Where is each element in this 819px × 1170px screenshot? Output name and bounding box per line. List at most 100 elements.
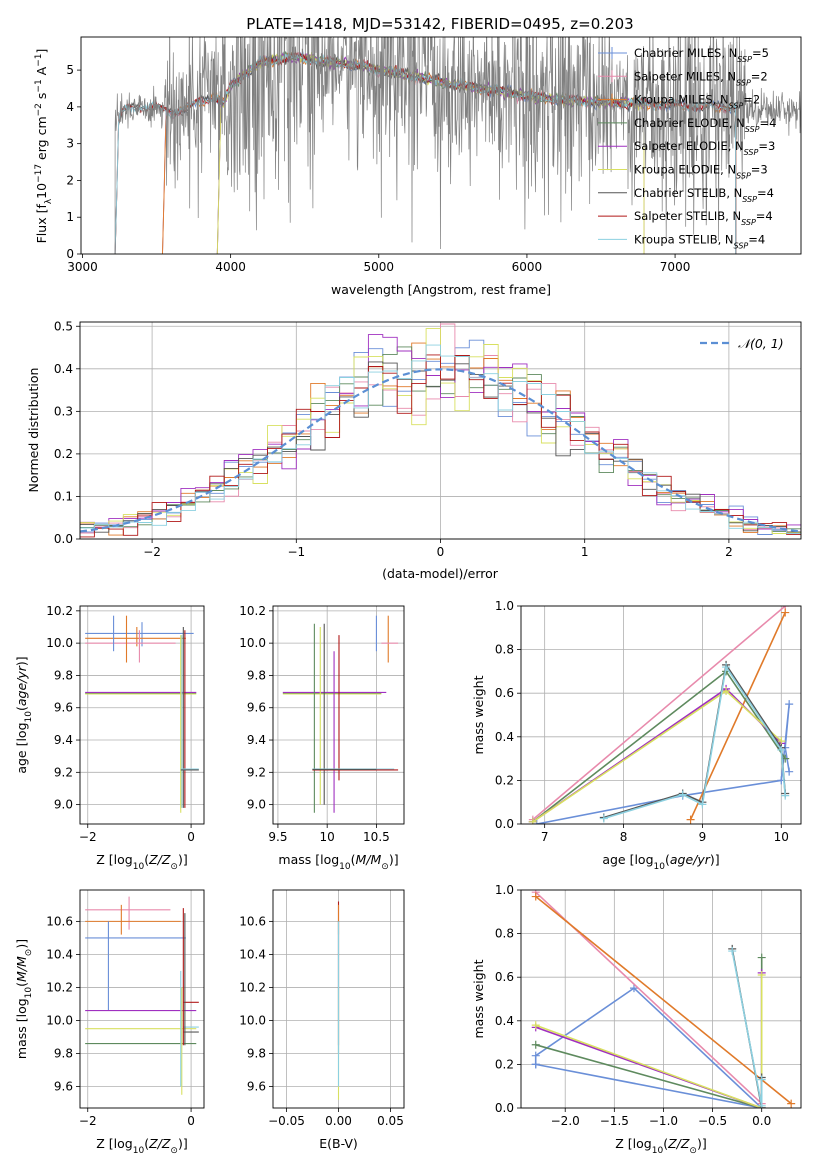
legend-sub: SSP xyxy=(729,101,744,110)
label-part: λ xyxy=(44,198,54,204)
x-tick-label: 4000 xyxy=(215,260,246,274)
label-part: mass [log xyxy=(278,852,339,867)
y-tick-label: 1.0 xyxy=(495,883,514,897)
y-tick-label: 0.1 xyxy=(54,489,73,503)
label-part: M/M xyxy=(356,852,382,867)
weight-marker xyxy=(698,800,707,809)
weight-marker xyxy=(686,815,695,824)
x-tick-label: 8 xyxy=(620,830,628,844)
label-part: )] xyxy=(178,852,188,867)
x-tick-label: 7000 xyxy=(660,260,691,274)
y-axis-label: age [log10(age/yr)] xyxy=(14,656,34,773)
label-part: −1 xyxy=(34,79,44,92)
y-tick-label: 10.0 xyxy=(239,636,266,650)
y-tick-label: 9.0 xyxy=(247,798,266,812)
y-axis-label: Flux [fλ10−17 erg cm−2 s−1 A−1] xyxy=(34,49,54,244)
x-tick-label: 0 xyxy=(187,1114,195,1128)
x-tick-label: 5000 xyxy=(364,260,395,274)
legend-text: Salpeter MILES, N xyxy=(634,69,736,83)
label-part: M/M xyxy=(14,956,29,982)
label-part: Z [log xyxy=(96,1136,132,1151)
x-tick-label: 9 xyxy=(699,830,707,844)
weight-line xyxy=(603,664,786,820)
x-tick-label: 2 xyxy=(725,545,733,559)
data-spectrum-line xyxy=(114,37,801,254)
label-part: ( xyxy=(351,852,356,867)
label-part: ( xyxy=(663,1136,668,1151)
y-tick-label: 10.0 xyxy=(239,1013,266,1027)
weight-line xyxy=(536,704,790,824)
label-part: mass weight xyxy=(471,675,486,754)
y-axis-label: mass weight xyxy=(471,675,486,754)
x-axis-label: Z [log10(Z/Z⊙)] xyxy=(96,1136,187,1156)
weight-marker xyxy=(757,953,766,962)
label-part: ( xyxy=(665,852,670,867)
y-tick-label: 10.2 xyxy=(46,604,73,618)
legend-sub: SSP xyxy=(744,148,759,157)
label-part: ⊙ xyxy=(170,1146,178,1156)
label-part: age [log xyxy=(602,852,653,867)
label-part: )] xyxy=(14,939,29,949)
x-axis-label: E(B-V) xyxy=(319,1136,358,1151)
legend-label: Chabrier STELIB, NSSP=4 xyxy=(634,186,774,204)
weight-marker xyxy=(531,1051,540,1060)
label-part: Normed distribution xyxy=(26,368,41,493)
y-tick-label: 9.6 xyxy=(54,701,73,715)
y-tick-label: 10.2 xyxy=(239,980,266,994)
label-part: 10 xyxy=(133,1146,145,1156)
gaussian-curve xyxy=(80,368,801,533)
legend-eq: =4 xyxy=(756,209,773,223)
weight-marker xyxy=(531,892,540,901)
x-axis-label: wavelength [Angstrom, rest frame] xyxy=(331,282,551,297)
x-tick-label: −2 xyxy=(79,830,97,844)
label-part: 10 xyxy=(654,862,666,872)
legend-eq: =2 xyxy=(751,69,768,83)
y-tick-label: 10.0 xyxy=(46,636,73,650)
panel-age_vs_Z: −2 09.09.29.49.69.810.010.2Z [log10(Z/Z⊙)… xyxy=(14,604,205,872)
x-tick-label: 6000 xyxy=(512,260,543,274)
label-part: 10 xyxy=(339,862,351,872)
weight-marker xyxy=(785,767,794,776)
weight-marker xyxy=(777,745,786,754)
plot-area xyxy=(85,615,199,813)
y-tick-label: 0.0 xyxy=(54,532,73,546)
legend-eq: =4 xyxy=(760,116,777,130)
legend-eq: =4 xyxy=(748,232,765,246)
y-tick-label: 9.0 xyxy=(54,798,73,812)
label-part: ⊙ xyxy=(381,862,389,872)
weight-marker xyxy=(722,687,731,696)
weight-line xyxy=(731,950,763,1106)
label-part: ( xyxy=(14,982,29,987)
y-tick-label: 10.2 xyxy=(239,604,266,618)
label-part: wavelength [Angstrom, rest frame] xyxy=(331,282,551,297)
y-tick-label: 0.2 xyxy=(54,447,73,461)
label-part: Z/Z xyxy=(148,1136,171,1151)
plot-area xyxy=(528,606,794,824)
x-tick-label: −1 xyxy=(287,545,305,559)
legend-sub: SSP xyxy=(736,78,751,87)
axes-frame xyxy=(79,605,205,825)
label-part: s xyxy=(34,93,49,104)
axes-frame xyxy=(272,889,405,1109)
legend-text: Kroupa MILES, N xyxy=(634,93,729,107)
axes-frame xyxy=(272,605,405,825)
y-tick-label: 0.0 xyxy=(495,817,514,831)
label-part: 10 xyxy=(652,1146,664,1156)
weight-marker xyxy=(531,1021,540,1030)
label-part: ] xyxy=(34,49,49,54)
label-part: ( xyxy=(144,1136,149,1151)
x-tick-label: −2 xyxy=(143,545,161,559)
plot-area xyxy=(282,615,399,813)
label-part: age [log xyxy=(14,722,29,773)
weight-marker xyxy=(722,663,731,672)
axes-frame xyxy=(79,321,802,540)
x-axis-label: age [log10(age/yr)] xyxy=(602,852,719,872)
label-part: ( xyxy=(144,852,149,867)
y-tick-label: 0.8 xyxy=(495,927,514,941)
legend-eq: =4 xyxy=(757,186,774,200)
y-tick-label: 10.4 xyxy=(46,947,73,961)
x-tick-label: 9.5 xyxy=(268,830,287,844)
y-tick-label: 0.8 xyxy=(495,643,514,657)
y-tick-label: 0.3 xyxy=(54,404,73,418)
label-part: Z/Z xyxy=(148,852,171,867)
